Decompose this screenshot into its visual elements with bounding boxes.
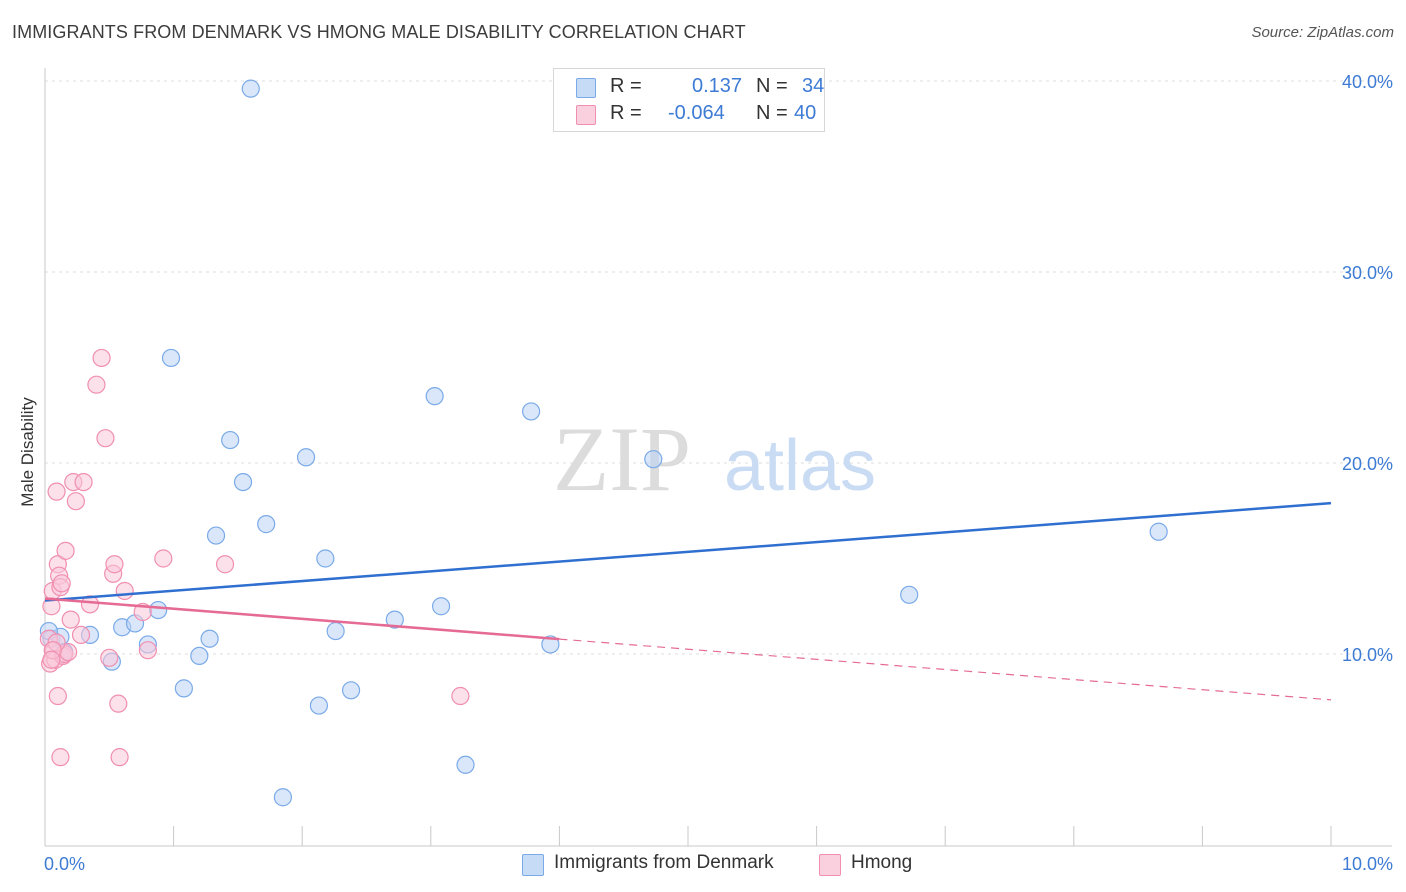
grid-lines (45, 80, 1392, 655)
point-denmark (522, 402, 541, 421)
y-tick-label: 10.0% (1342, 645, 1393, 665)
watermark: ZIP atlas (553, 408, 876, 510)
point-hmong (451, 686, 470, 706)
point-denmark (431, 597, 451, 616)
point-hmong (92, 348, 111, 368)
point-denmark (206, 526, 226, 545)
point-denmark (900, 585, 919, 604)
correlation-legend: R = 0.137 N = 34 R = -0.064 N = 40 (553, 68, 825, 132)
point-denmark (296, 448, 316, 467)
legend-r-value: 0.137 (692, 75, 743, 97)
point-hmong (61, 610, 80, 629)
point-hmong (47, 482, 66, 501)
point-hmong (71, 625, 91, 645)
source-label: Source: ZipAtlas.com (1251, 24, 1394, 41)
point-denmark (1149, 522, 1168, 541)
point-denmark (190, 646, 209, 666)
data-points (39, 79, 1168, 807)
point-hmong (115, 581, 134, 601)
point-hmong (56, 541, 75, 560)
y-tick-label: 30.0% (1342, 263, 1393, 283)
point-denmark (341, 681, 361, 700)
point-hmong (105, 555, 124, 574)
point-hmong (42, 650, 61, 669)
point-hmong (66, 492, 85, 511)
point-hmong (138, 641, 157, 660)
x-tick-label: 0.0% (44, 854, 85, 874)
y-axis-label: Male Disability (18, 397, 37, 507)
bottom-legend-swatch-hmong (819, 854, 841, 876)
trend-line-hmong-extrapolated (559, 638, 1332, 701)
point-hmong (80, 595, 100, 614)
point-hmong (51, 748, 70, 767)
trend-lines (44, 501, 1332, 701)
point-denmark (257, 515, 276, 534)
point-denmark (273, 788, 293, 807)
trend-line-hmong (44, 597, 560, 641)
chart-title: IMMIGRANTS FROM DENMARK VS HMONG MALE DI… (12, 22, 746, 42)
legend-n-value: 40 (794, 102, 817, 124)
point-denmark (456, 755, 475, 774)
x-tick-label: 10.0% (1342, 854, 1393, 874)
point-denmark (326, 621, 345, 641)
point-denmark (385, 610, 404, 629)
point-denmark (541, 635, 560, 654)
point-hmong (215, 555, 235, 574)
point-hmong (52, 574, 71, 593)
legend-r-label: R = (610, 102, 642, 124)
axes (44, 68, 1392, 847)
bottom-legend-label-hmong: Hmong (851, 852, 913, 873)
watermark-atlas: atlas (724, 426, 876, 506)
point-hmong (96, 429, 115, 448)
point-denmark (316, 549, 335, 568)
point-hmong (110, 748, 129, 767)
point-hmong (100, 648, 119, 667)
point-denmark (174, 679, 193, 698)
point-hmong (74, 473, 93, 492)
legend-r-value: -0.064 (668, 102, 725, 124)
point-denmark (233, 473, 253, 492)
point-denmark (200, 629, 219, 648)
legend-swatch-hmong (576, 105, 596, 125)
point-denmark (644, 450, 663, 469)
point-denmark (425, 387, 444, 406)
y-tick-label: 40.0% (1342, 72, 1393, 92)
tick-labels: 10.0% 20.0% 30.0% 40.0% 0.0% 10.0% (44, 72, 1393, 874)
watermark-zip: ZIP (553, 408, 691, 510)
trend-line-denmark (44, 501, 1332, 602)
point-denmark (149, 600, 168, 620)
bottom-legend-label-denmark: Immigrants from Denmark (554, 852, 774, 873)
legend-n-value: 34 (802, 75, 825, 97)
bottom-legend-swatch-denmark (522, 854, 544, 876)
legend-n-label: N = (756, 75, 788, 97)
point-hmong (154, 549, 173, 568)
point-denmark (309, 696, 329, 715)
legend-n-label: N = (756, 102, 788, 124)
y-tick-label: 20.0% (1342, 454, 1393, 474)
point-hmong (87, 375, 106, 394)
point-denmark (241, 79, 260, 98)
point-denmark (221, 430, 240, 450)
point-hmong (109, 694, 128, 713)
legend-swatch-denmark (576, 78, 596, 98)
point-denmark (161, 348, 181, 368)
legend-r-label: R = (610, 75, 642, 97)
point-hmong (48, 686, 67, 706)
